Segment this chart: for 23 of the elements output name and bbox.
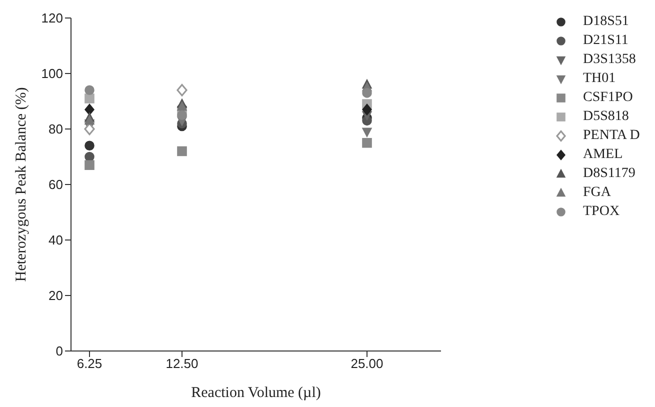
legend-label: D8S1179 [583, 165, 636, 183]
legend-label: PENTA D [583, 127, 640, 145]
legend-label: D5S818 [583, 108, 629, 126]
y-tick-label: 80 [48, 122, 63, 137]
y-axis-title: Heterozygous Peak Balance (%) [13, 87, 30, 282]
y-tick-label: 40 [48, 232, 63, 248]
y-tick-label: 100 [41, 66, 63, 82]
y-tick-label: 60 [48, 177, 63, 192]
legend-label: CSF1PO [583, 89, 633, 107]
legend-label: TPOX [583, 203, 620, 221]
legend-label: TH01 [583, 70, 616, 88]
legend-label: D18S51 [583, 13, 629, 31]
x-tick-label: 6.25 [76, 356, 102, 372]
x-axis-title: Reaction Volume (µl) [191, 385, 321, 401]
y-tick-label: 20 [48, 288, 63, 304]
y-tick-label: 0 [56, 344, 63, 359]
legend-label: D3S1358 [583, 51, 636, 69]
x-tick-label: 25.00 [350, 356, 384, 372]
legend-label: FGA [583, 184, 612, 202]
y-tick-label: 120 [41, 10, 63, 26]
legend-label: AMEL [583, 146, 623, 164]
legend-label: D21S11 [583, 32, 628, 50]
x-tick-label: 12.50 [166, 356, 198, 372]
